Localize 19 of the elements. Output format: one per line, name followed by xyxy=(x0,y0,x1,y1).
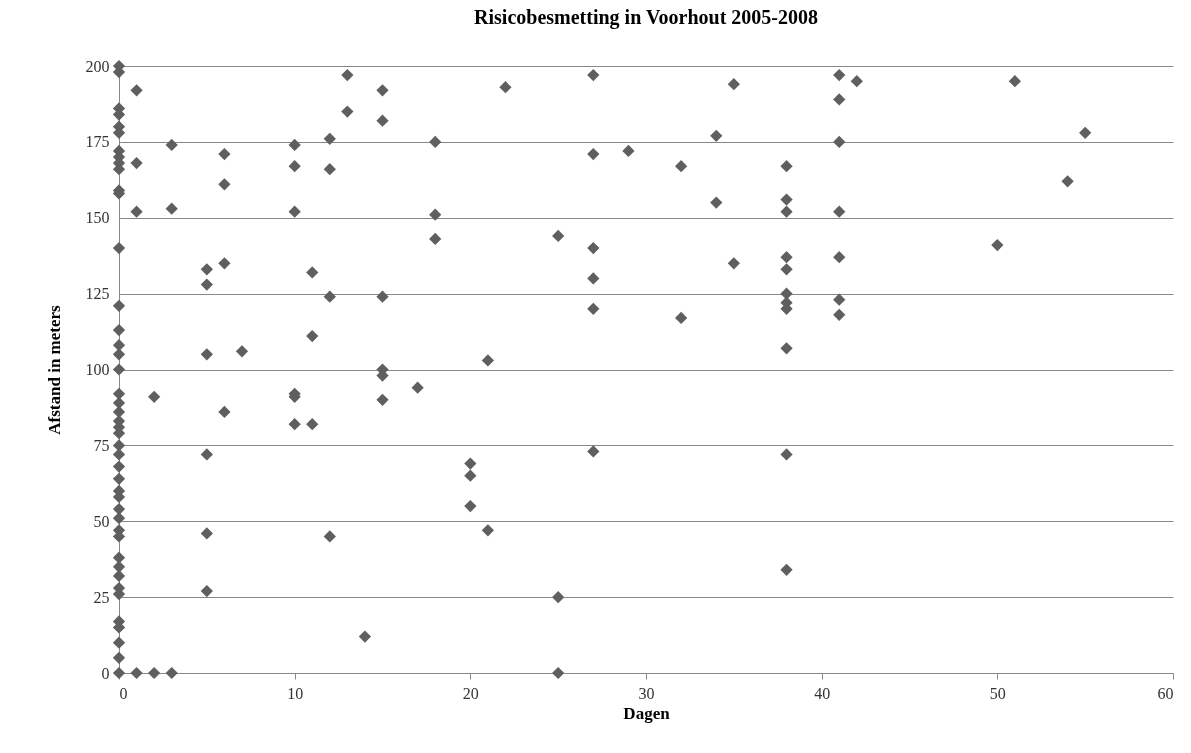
x-tick-label: 0 xyxy=(119,684,128,702)
x-tick-label: 60 xyxy=(1157,684,1174,702)
y-tick-label: 100 xyxy=(85,361,110,378)
y-tick-label: 50 xyxy=(93,512,110,530)
y-tick-label: 25 xyxy=(93,588,110,606)
y-tick-label: 125 xyxy=(85,285,110,303)
x-tick-label: 30 xyxy=(638,684,655,702)
x-tick-label: 50 xyxy=(989,684,1006,702)
x-tick-label: 20 xyxy=(462,684,479,702)
y-tick-label: 200 xyxy=(85,57,110,75)
x-tick-label: 10 xyxy=(287,684,304,702)
y-tick-label: 175 xyxy=(85,133,110,151)
chart-title: Risicobesmetting in Voorhout 2005-2008 xyxy=(474,6,818,29)
y-axis-title: Afstand in meters xyxy=(44,304,64,435)
y-tick-label: 75 xyxy=(93,436,110,454)
y-tick-label: 150 xyxy=(85,209,110,227)
x-tick-label: 40 xyxy=(814,684,831,702)
y-tick-label: 0 xyxy=(101,664,110,682)
x-axis-title: Dagen xyxy=(623,703,671,723)
